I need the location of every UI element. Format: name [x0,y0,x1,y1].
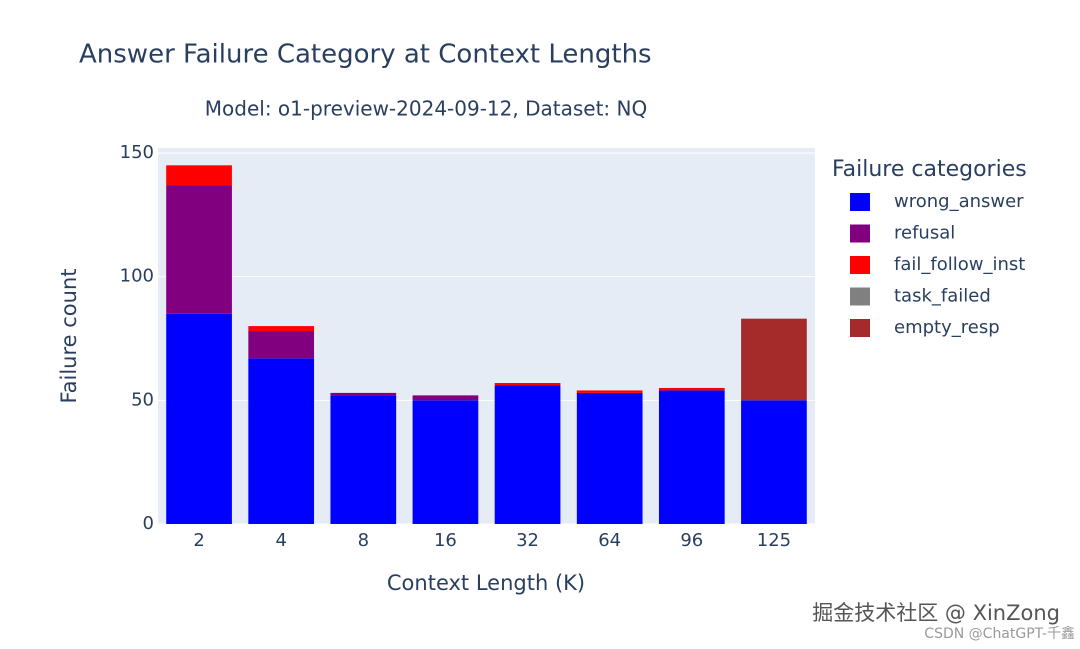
legend-swatch [850,256,870,274]
watermark: 掘金技术社区 @ XinZong [812,601,1060,625]
x-tick-label: 2 [193,530,204,551]
y-tick-label: 50 [131,389,154,410]
legend-swatch [850,193,870,211]
chart-title: Answer Failure Category at Context Lengt… [79,40,652,70]
bar-segment [166,185,232,314]
y-axis-label: Failure count [57,268,81,403]
bar-segment [412,395,479,401]
bar-segment [658,390,725,524]
bar-segment [248,326,315,332]
legend-title: Failure categories [832,157,1027,182]
y-tick-label: 150 [120,142,154,163]
bar-segment [494,383,561,386]
legend-swatch [850,319,870,337]
watermark: CSDN @ChatGPT-千鑫 [924,625,1075,642]
bar-segment [330,395,397,524]
bar-segment [494,385,561,524]
x-tick-label: 64 [598,530,621,551]
bar-segment [248,358,315,524]
bar-segment [576,390,643,393]
bar-segment [576,392,643,524]
x-tick-label: 96 [680,530,703,551]
legend-swatch [850,224,870,243]
x-tick-label: 125 [757,530,791,551]
bar-segment [166,165,232,186]
bar-segment [330,392,397,396]
bar-segment [412,400,479,524]
x-tick-label: 16 [434,530,457,551]
bar-segment [741,318,807,401]
y-tick-label: 100 [120,266,154,287]
legend-label: empty_resp [894,317,1000,338]
bar-segment [248,331,315,359]
legend-label: refusal [894,223,955,244]
bar-segment [166,313,232,524]
x-tick-label: 8 [358,530,369,551]
y-tick-label: 0 [143,513,154,534]
bar-segment [658,387,725,391]
bar-segment [741,400,807,524]
legend-label: task_failed [894,286,991,307]
x-axis-label: Context Length (K) [387,571,585,595]
legend-swatch [850,287,870,306]
legend-label: fail_follow_inst [894,254,1025,275]
x-tick-label: 32 [516,530,539,551]
chart-subtitle: Model: o1-preview-2024-09-12, Dataset: N… [205,97,647,121]
x-tick-label: 4 [275,530,286,551]
legend-label: wrong_answer [894,191,1024,212]
